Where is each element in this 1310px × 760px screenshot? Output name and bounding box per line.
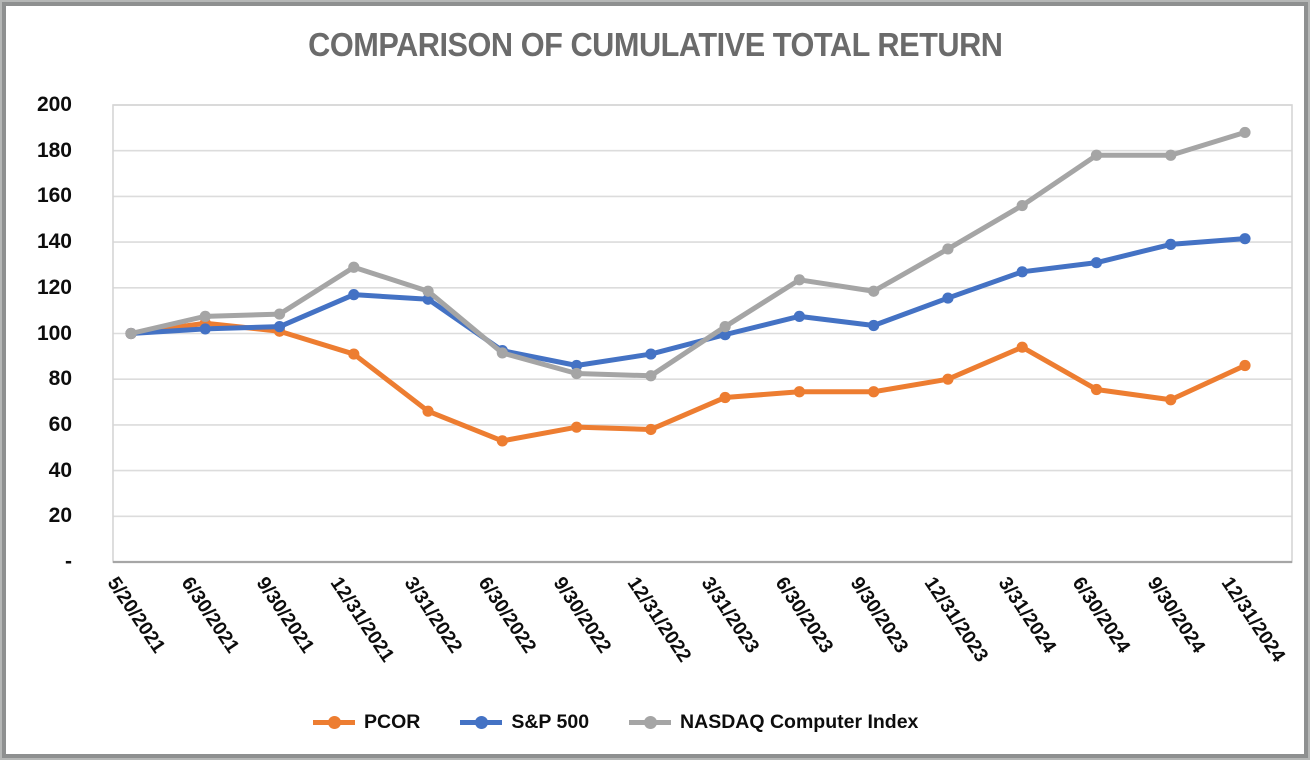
- legend-item-pcor: PCOR: [313, 711, 420, 734]
- series-s-p-500-point-10: [868, 319, 880, 332]
- legend: PCOR S&P 500 NASDAQ Computer Index: [313, 703, 918, 741]
- legend-label-pcor: PCOR: [364, 710, 421, 733]
- y-axis-label-20: 20: [48, 504, 72, 528]
- series-pcor-point-12: [1016, 341, 1028, 353]
- series-s-p-500-point-2: [273, 321, 286, 333]
- legend-label-nasdaq-computer-index: NASDAQ Computer Index: [680, 710, 919, 733]
- series-pcor-point-3: [348, 348, 360, 360]
- series-pcor-point-13: [1090, 383, 1103, 396]
- series-s-p-500-point-8: [719, 329, 731, 341]
- series-s-p-500-point-11: [942, 292, 954, 304]
- y-axis-label-80: 80: [48, 367, 72, 391]
- series-nasdaq-computer-index-point-1: [199, 310, 211, 322]
- series-nasdaq-computer-index-point-12: [1016, 199, 1028, 212]
- legend-line-marker-icon: [629, 715, 672, 729]
- series-s-p-500-point-3: [348, 289, 360, 301]
- legend-label-s-p-500: S&P 500: [511, 710, 590, 733]
- series-s-p-500-point-1: [199, 323, 211, 335]
- series-nasdaq-computer-index-point-4: [422, 285, 434, 297]
- series-s-p-500-point-7: [645, 348, 657, 360]
- series-pcor-point-5: [496, 435, 508, 447]
- series-nasdaq-computer-index-point-2: [273, 308, 286, 320]
- series-nasdaq-computer-index-point-7: [645, 370, 657, 382]
- series-pcor-point-6: [571, 421, 583, 433]
- series-pcor-point-7: [645, 423, 657, 436]
- series-nasdaq-computer-index-point-11: [942, 243, 954, 255]
- series-nasdaq-computer-index-point-13: [1090, 149, 1103, 161]
- legend-item-nasdaq-computer-index: NASDAQ Computer Index: [629, 711, 918, 734]
- series-pcor-point-4: [422, 405, 434, 417]
- series-pcor-point-8: [719, 391, 731, 404]
- series-pcor-point-14: [1165, 394, 1177, 406]
- series-s-p-500-point-9: [793, 310, 806, 322]
- series-pcor-point-9: [793, 386, 806, 398]
- chart-title: COMPARISON OF CUMULATIVE TOTAL RETURN: [0, 26, 1310, 64]
- series-nasdaq-computer-index-point-9: [793, 274, 806, 286]
- series-nasdaq-computer-index-point-6: [571, 367, 583, 380]
- chart-title-text: COMPARISON OF CUMULATIVE TOTAL RETURN: [307, 26, 1003, 63]
- y-axis-label-60: 60: [48, 412, 72, 436]
- series-nasdaq-computer-index-point-8: [719, 321, 731, 333]
- series-s-p-500-point-15: [1239, 233, 1251, 245]
- legend-line-marker-icon: [313, 715, 355, 729]
- series-s-p-500-point-6: [571, 359, 583, 372]
- y-axis-label-180: 180: [36, 138, 72, 162]
- series-pcor-point-15: [1239, 359, 1251, 372]
- series-s-p-500-line: [128, 236, 1248, 368]
- y-axis-label-100: 100: [36, 321, 72, 345]
- y-axis-label-160: 160: [36, 184, 72, 208]
- series-pcor-line: [128, 320, 1248, 444]
- series-nasdaq-computer-index-point-3: [348, 261, 360, 273]
- legend-dot-icon: [643, 715, 657, 729]
- y-axis-label-zero: -: [65, 550, 72, 573]
- series-nasdaq-computer-index-point-5: [496, 347, 508, 359]
- series-nasdaq-computer-index-line: [128, 129, 1248, 379]
- series-pcor-point-11: [942, 373, 954, 385]
- series-nasdaq-computer-index-point-0: [125, 327, 137, 340]
- series-pcor-point-10: [868, 386, 880, 398]
- legend-dot-icon: [327, 715, 341, 729]
- series-nasdaq-computer-index-point-10: [868, 285, 880, 297]
- series-s-p-500-point-14: [1165, 238, 1177, 250]
- legend-item-s-p-500: S&P 500: [460, 711, 589, 734]
- series-nasdaq-computer-index-point-14: [1165, 149, 1177, 161]
- series-s-p-500-point-12: [1016, 266, 1028, 278]
- y-axis-label-200: 200: [36, 93, 72, 116]
- series-s-p-500-point-13: [1090, 257, 1103, 269]
- y-axis-label-120: 120: [36, 275, 72, 299]
- legend-dot-icon: [474, 715, 488, 729]
- y-axis-label-140: 140: [36, 230, 72, 254]
- legend-line-marker-icon: [460, 715, 503, 729]
- y-axis-label-40: 40: [48, 458, 72, 482]
- series-nasdaq-computer-index-point-15: [1239, 126, 1251, 139]
